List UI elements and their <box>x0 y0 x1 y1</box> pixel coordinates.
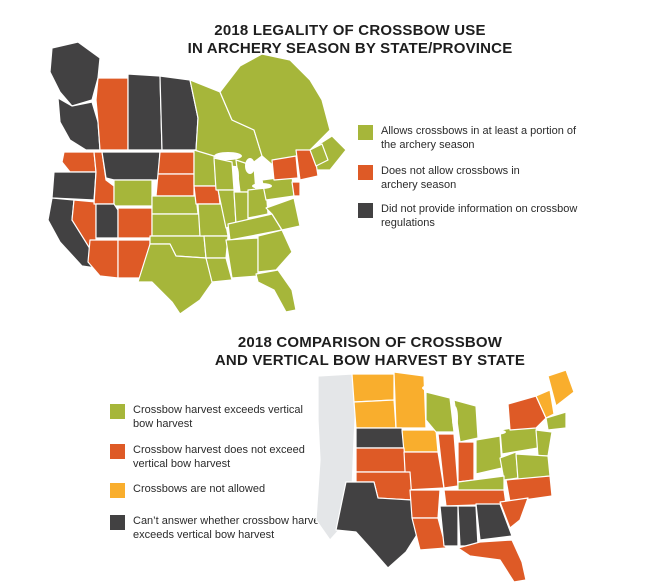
region-yukon <box>49 41 101 107</box>
map2-title: 2018 COMPARISON OF CROSSBOW AND VERTICAL… <box>160 334 580 370</box>
region-texas <box>137 243 215 315</box>
legend2-item-yellow: Crossbows are not allowed <box>110 482 265 498</box>
map2-title-line1: 2018 COMPARISON OF CROSSBOW <box>237 334 503 351</box>
legend1-item-gray: Did not provide information on crossbow … <box>358 202 577 230</box>
legend1-swatch-orange <box>358 165 373 180</box>
map1-title-line2: IN ARCHERY SEASON BY STATE/PROVINCE <box>187 40 513 57</box>
map2-title-line2: AND VERTICAL BOW HARVEST BY STATE <box>214 352 526 369</box>
region-southern-new-england <box>545 411 567 431</box>
legend1-orange-line1: Does not allow crossbows in <box>381 165 520 177</box>
legend1-gray-line2: regulations <box>381 217 435 229</box>
legend2-green-line2: bow harvest <box>133 418 193 430</box>
lake-erie <box>482 429 506 435</box>
lake-michigan <box>452 406 458 430</box>
region-maine <box>309 143 329 167</box>
legend2-swatch-green <box>110 404 125 419</box>
legend1-swatch-green <box>358 125 373 140</box>
lake-erie <box>252 183 272 189</box>
legend2-item-orange: Crossbow harvest does not exceed vertica… <box>110 443 305 471</box>
region-ohio <box>475 435 503 475</box>
region-texas <box>335 481 421 569</box>
legend2-swatch-orange <box>110 444 125 459</box>
region-nebraska <box>355 427 405 449</box>
region-new-york <box>271 155 299 181</box>
legend1-gray-line1: Did not provide information on crossbow <box>381 203 578 215</box>
legend1-green-line1: Allows crossbows in at least a portion o… <box>381 125 577 137</box>
region-north-carolina <box>505 475 553 503</box>
lake-superior <box>422 384 450 392</box>
region-alabama <box>457 505 479 547</box>
region-north-dakota <box>351 373 395 403</box>
legend2-green-line1: Crossbow harvest exceeds vertical <box>133 404 303 416</box>
region-indiana <box>457 441 475 483</box>
lake-superior <box>214 152 242 160</box>
region-south-carolina <box>499 497 529 529</box>
legend2-swatch-yellow <box>110 483 125 498</box>
region-georgia <box>475 503 513 541</box>
legend2-orange-line1: Crossbow harvest does not exceed <box>133 444 305 456</box>
region-kansas <box>355 447 407 473</box>
region-arizona <box>87 239 119 279</box>
region-vermont-nh <box>535 389 555 419</box>
region-mississippi <box>439 505 459 547</box>
region-wisconsin <box>425 391 455 433</box>
legend2-swatch-gray <box>110 515 125 530</box>
region-new-jersey <box>291 181 301 197</box>
legend2-gray-line2: exceeds vertical bow harvest <box>133 529 275 541</box>
legend2-gray-line1: Can’t answer whether crossbow harvest <box>133 515 329 527</box>
lake-huron <box>245 158 255 174</box>
region-florida <box>255 269 297 313</box>
lake-michigan <box>233 166 239 186</box>
region-florida <box>457 539 527 583</box>
region-south-dakota <box>353 399 397 429</box>
region-iowa <box>401 429 439 453</box>
legend2-item-gray: Can’t answer whether crossbow harvest ex… <box>110 514 328 542</box>
legend1-item-orange: Does not allow crossbows in archery seas… <box>358 164 520 192</box>
region-maine <box>547 369 575 407</box>
region-louisiana <box>411 517 447 551</box>
legend1-swatch-gray <box>358 203 373 218</box>
region-michigan <box>453 399 479 443</box>
region-quebec <box>219 53 331 169</box>
region-minnesota <box>393 371 427 429</box>
legend1-orange-line2: archery season <box>381 179 457 191</box>
region-new-jersey-md <box>535 429 553 457</box>
legend2-orange-line2: vertical bow harvest <box>133 458 231 470</box>
map1-title: 2018 LEGALITY OF CROSSBOW USE IN ARCHERY… <box>100 22 600 58</box>
region-georgia-sc <box>257 229 293 273</box>
region-new-york <box>507 395 547 431</box>
legend2-item-green: Crossbow harvest exceeds vertical bow ha… <box>110 403 303 431</box>
region-louisiana <box>205 257 233 283</box>
legend2-yellow-line1: Crossbows are not allowed <box>133 483 266 495</box>
region-arkansas <box>409 489 441 519</box>
region-virginia-nc <box>265 197 301 231</box>
legend1-item-green: Allows crossbows in at least a portion o… <box>358 124 576 152</box>
map1-title-line1: 2018 LEGALITY OF CROSSBOW USE <box>214 22 486 39</box>
legend1-green-line2: the archery season <box>381 139 475 151</box>
